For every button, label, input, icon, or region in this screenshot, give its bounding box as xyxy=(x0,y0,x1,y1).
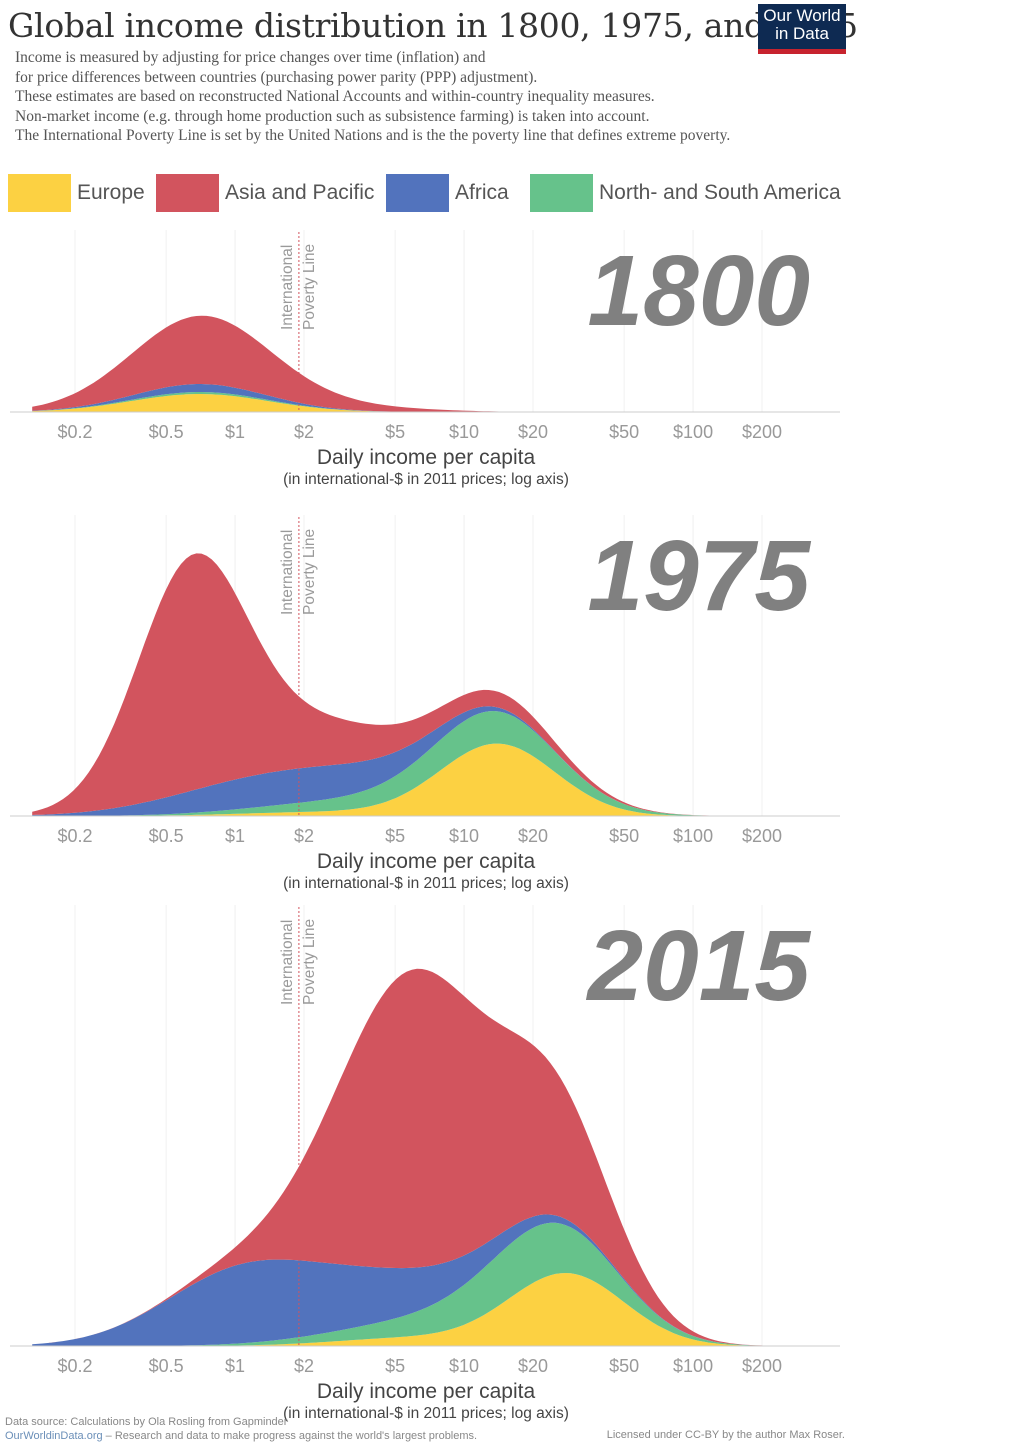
x-tick-label: $100 xyxy=(673,826,713,846)
area-asia-and-pacific-1975[interactable] xyxy=(32,553,854,816)
logo-line-2: in Data xyxy=(775,24,829,43)
x-tick-label: $0.2 xyxy=(57,1356,92,1376)
x-tick-label: $1 xyxy=(225,826,245,846)
legend-label-americas: North- and South America xyxy=(599,181,841,204)
x-tick-label: $20 xyxy=(518,1356,548,1376)
year-label: 1975 xyxy=(588,520,812,632)
legend-label-africa: Africa xyxy=(455,181,509,204)
poverty-label-line2: Poverty Line xyxy=(301,244,318,330)
source-text: Data source: Calculations by Ola Rosling… xyxy=(5,1416,288,1428)
legend-label-europe: Europe xyxy=(77,181,145,204)
legend-item-europe[interactable]: Europe xyxy=(8,174,145,212)
area-africa-1975[interactable] xyxy=(32,706,854,816)
poverty-label-line2: Poverty Line xyxy=(301,919,318,1005)
x-tick-label: $50 xyxy=(609,826,639,846)
subtitle-line: for price differences between countries … xyxy=(15,68,538,86)
x-tick-label: $0.2 xyxy=(57,826,92,846)
x-tick-label: $50 xyxy=(609,422,639,442)
x-axis-subtitle: (in international-$ in 2011 prices; log … xyxy=(283,875,569,892)
footer-source: Data source: Calculations by Ola Rosling… xyxy=(5,1415,477,1443)
x-tick-label: $10 xyxy=(449,422,479,442)
area-europe-1975[interactable] xyxy=(32,743,854,816)
x-tick-label: $200 xyxy=(742,1356,782,1376)
subtitle-line: These estimates are based on reconstruct… xyxy=(15,88,655,105)
legend-item-americas[interactable]: North- and South America xyxy=(530,174,841,212)
area-africa-1800[interactable] xyxy=(32,384,854,412)
x-tick-label: $5 xyxy=(385,422,405,442)
x-tick-label: $100 xyxy=(673,422,713,442)
x-tick-label: $0.5 xyxy=(149,1356,184,1376)
area-europe-2015[interactable] xyxy=(32,1273,854,1346)
x-tick-label: $0.5 xyxy=(149,422,184,442)
subtitle-line: Income is measured by adjusting for pric… xyxy=(15,49,486,66)
x-axis-subtitle: (in international-$ in 2011 prices; log … xyxy=(283,471,569,488)
area-asia-and-pacific-1800[interactable] xyxy=(32,315,854,412)
x-tick-label: $20 xyxy=(518,826,548,846)
owid-logo[interactable]: Our World in Data xyxy=(758,4,846,54)
x-tick-label: $2 xyxy=(294,422,314,442)
x-tick-label: $20 xyxy=(518,422,548,442)
site-tagline: – Research and data to make progress aga… xyxy=(102,1430,478,1442)
area-africa-2015[interactable] xyxy=(32,1214,854,1346)
area-north-and-south-america-1975[interactable] xyxy=(32,711,854,816)
chart-panel-2015: International Poverty Line $0.2 $0.5 $1 $2 $5 $… xyxy=(10,905,854,1422)
x-tick-label: $200 xyxy=(742,826,782,846)
x-tick-label: $2 xyxy=(294,826,314,846)
area-asia-and-pacific-2015[interactable] xyxy=(32,968,854,1346)
site-line: OurWorldinData.org – Research and data t… xyxy=(5,1429,477,1443)
chart-panel-1975: International Poverty Line $0.2 $0.5 $1 $2 $5 $… xyxy=(10,515,854,892)
year-label: 2015 xyxy=(586,910,812,1022)
x-tick-label: $200 xyxy=(742,422,782,442)
logo-line-1: Our World xyxy=(763,6,841,25)
legend-label-asia-pacific: Asia and Pacific xyxy=(225,181,375,204)
poverty-label-line1: International xyxy=(279,530,296,615)
chart-title: Global income distribution in 1800, 1975… xyxy=(8,6,858,45)
legend-swatch-americas xyxy=(530,174,593,212)
legend-swatch-europe xyxy=(8,174,71,212)
x-tick-label: $100 xyxy=(673,1356,713,1376)
site-link[interactable]: OurWorldinData.org xyxy=(5,1430,103,1442)
x-tick-label: $1 xyxy=(225,422,245,442)
legend-item-africa[interactable]: Africa xyxy=(386,174,509,212)
area-north-and-south-america-2015[interactable] xyxy=(32,1222,854,1346)
x-axis-title: Daily income per capita xyxy=(317,1380,536,1403)
x-axis-title: Daily income per capita xyxy=(317,446,536,469)
x-tick-label: $10 xyxy=(449,1356,479,1376)
x-axis-subtitle: (in international-$ in 2011 prices; log … xyxy=(283,1405,569,1422)
area-europe-1800[interactable] xyxy=(32,394,854,412)
year-label: 1800 xyxy=(588,235,810,347)
x-axis-title: Daily income per capita xyxy=(317,850,536,873)
subtitle-line: The International Poverty Line is set by… xyxy=(15,127,731,144)
x-tick-label: $50 xyxy=(609,1356,639,1376)
x-tick-label: $10 xyxy=(449,826,479,846)
x-tick-label: $0.5 xyxy=(149,826,184,846)
poverty-label-line1: International xyxy=(279,245,296,330)
x-tick-label: $2 xyxy=(294,1356,314,1376)
subtitle-line: Non-market income (e.g. through home pro… xyxy=(15,107,650,125)
x-tick-label: $5 xyxy=(385,1356,405,1376)
poverty-label-line1: International xyxy=(279,920,296,1005)
legend-swatch-africa xyxy=(386,174,449,212)
chart-subtitle: Income is measured by adjusting for pric… xyxy=(15,48,730,146)
footer-license: Licensed under CC-BY by the author Max R… xyxy=(606,1429,845,1441)
x-tick-label: $1 xyxy=(225,1356,245,1376)
legend-swatch-asia-pacific xyxy=(156,174,219,212)
poverty-label-line2: Poverty Line xyxy=(301,529,318,615)
legend-item-asia-pacific[interactable]: Asia and Pacific xyxy=(156,174,374,212)
x-tick-label: $5 xyxy=(385,826,405,846)
x-tick-label: $0.2 xyxy=(57,422,92,442)
chart-panel-1800: International Poverty Line $0.2 $0.5 $1 $2 $5 $… xyxy=(10,230,854,488)
